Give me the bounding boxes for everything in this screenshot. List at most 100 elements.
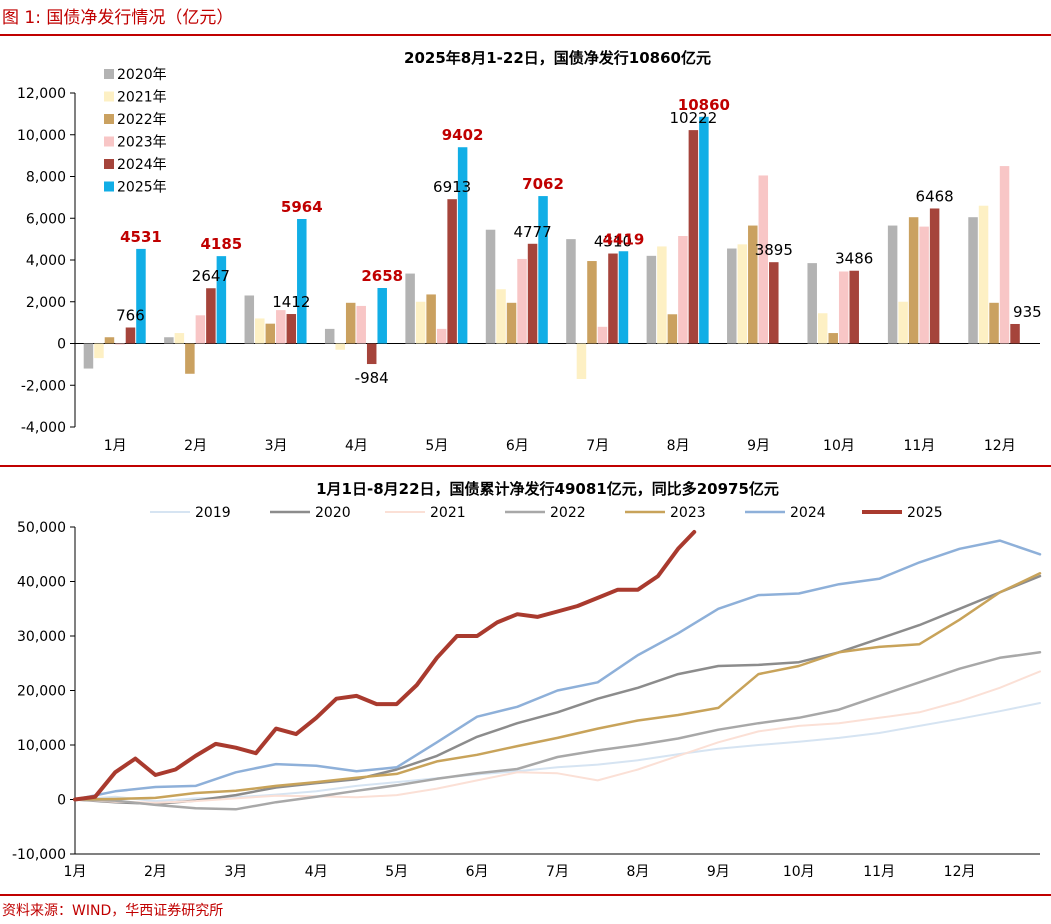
data-label: 6468 (916, 187, 954, 205)
x-tick-label: 6月 (466, 864, 489, 880)
y-tick-label: 0 (57, 793, 66, 809)
data-label: 4310 (594, 233, 632, 251)
y-tick-label: -4,000 (21, 420, 66, 436)
data-label: 4419 (603, 230, 645, 248)
bar (506, 302, 517, 344)
x-tick-label: 1月 (104, 438, 127, 454)
bar (195, 315, 206, 344)
data-label: 6913 (433, 178, 471, 196)
bar (688, 130, 699, 344)
legend-swatch (104, 136, 114, 147)
bar (366, 343, 377, 365)
x-tick-label: 8月 (626, 864, 649, 880)
bar (174, 333, 185, 344)
series-line (73, 574, 1042, 806)
bar (989, 302, 999, 344)
y-tick-label: 10,000 (17, 738, 66, 754)
legend-label: 2024年 (117, 157, 167, 173)
bar (678, 235, 688, 344)
x-tick-label: 11月 (863, 864, 895, 880)
bar (699, 116, 709, 344)
series-line (73, 651, 1042, 811)
y-tick-label: 6,000 (26, 211, 66, 227)
series-line (74, 702, 1041, 803)
x-tick-label: 7月 (546, 864, 569, 880)
bar-chart-title: 2025年8月1-22日，国债净发行10860亿元 (404, 49, 711, 67)
line-chart: 1月1日-8月22日，国债累计净发行49081亿元，同比多20975亿元 -10,… (12, 480, 1042, 880)
data-label: -984 (355, 369, 389, 387)
bar (517, 258, 527, 344)
legend-label: 2022 (550, 505, 586, 521)
bar (566, 239, 576, 344)
x-tick-label: 10月 (823, 438, 855, 454)
x-tick-label: 11月 (903, 438, 935, 454)
bar (748, 225, 758, 344)
bar (817, 313, 828, 344)
legend-label: 2023年 (117, 135, 167, 151)
bar (297, 219, 307, 344)
bar (887, 225, 898, 344)
bar (426, 294, 436, 344)
legend-label: 2020年 (117, 67, 167, 83)
data-label: 10222 (670, 109, 718, 127)
bar (276, 310, 286, 344)
data-label: 766 (116, 307, 145, 325)
y-tick-label: 40,000 (17, 575, 66, 591)
bar (727, 248, 737, 344)
x-tick-label: 6月 (506, 438, 529, 454)
bar (115, 343, 125, 345)
bar (1010, 323, 1020, 344)
bar (538, 196, 548, 344)
y-tick-label: -2,000 (21, 378, 66, 394)
data-label: 2647 (192, 267, 230, 285)
bar (608, 253, 618, 344)
data-label: 5964 (281, 198, 323, 216)
bar (415, 301, 426, 344)
line-chart-title: 1月1日-8月22日，国债累计净发行49081亿元，同比多20975亿元 (316, 480, 779, 498)
x-tick-label: 12月 (984, 438, 1016, 454)
bar (216, 256, 227, 344)
bar (485, 229, 496, 344)
middle-rule (0, 465, 1051, 467)
x-tick-label: 12月 (944, 864, 976, 880)
bottom-rule (0, 894, 1051, 896)
y-tick-label: 20,000 (17, 684, 66, 700)
legend-swatch (104, 114, 114, 124)
data-label: 935 (1013, 303, 1042, 321)
data-label: 4777 (513, 223, 551, 241)
x-tick-label: 9月 (747, 438, 770, 454)
source-note: 资料来源：WIND，华西证券研究所 (2, 903, 224, 919)
bar (104, 337, 115, 344)
legend-swatch (104, 69, 114, 79)
bar (908, 217, 919, 344)
legend-label: 2021 (430, 505, 466, 521)
y-tick-label: 10,000 (17, 128, 66, 144)
bar (496, 289, 506, 344)
x-tick-label: 5月 (385, 864, 408, 880)
x-tick-label: 2月 (144, 864, 167, 880)
legend-label: 2025 (907, 505, 943, 521)
x-tick-label: 2月 (184, 438, 207, 454)
bar (94, 343, 104, 359)
x-tick-label: 8月 (667, 438, 690, 454)
legend-label: 2020 (315, 505, 351, 521)
x-tick-label: 5月 (425, 438, 448, 454)
y-tick-label: 50,000 (17, 520, 66, 536)
bar (185, 343, 195, 374)
bar (667, 314, 678, 344)
bar (999, 166, 1010, 344)
bar (83, 343, 94, 369)
legend-label: 2025年 (117, 180, 167, 196)
bar (405, 273, 415, 344)
x-tick-label: 10月 (783, 864, 815, 880)
top-rule (0, 34, 1051, 36)
x-tick-label: 4月 (305, 864, 328, 880)
data-label: 9402 (442, 126, 484, 144)
y-tick-label: 8,000 (26, 170, 66, 186)
series-line (73, 572, 1042, 801)
bar (345, 302, 356, 344)
bar (758, 175, 769, 344)
bar (244, 295, 255, 344)
x-tick-label: 1月 (64, 864, 87, 880)
x-tick-label: 4月 (345, 438, 368, 454)
